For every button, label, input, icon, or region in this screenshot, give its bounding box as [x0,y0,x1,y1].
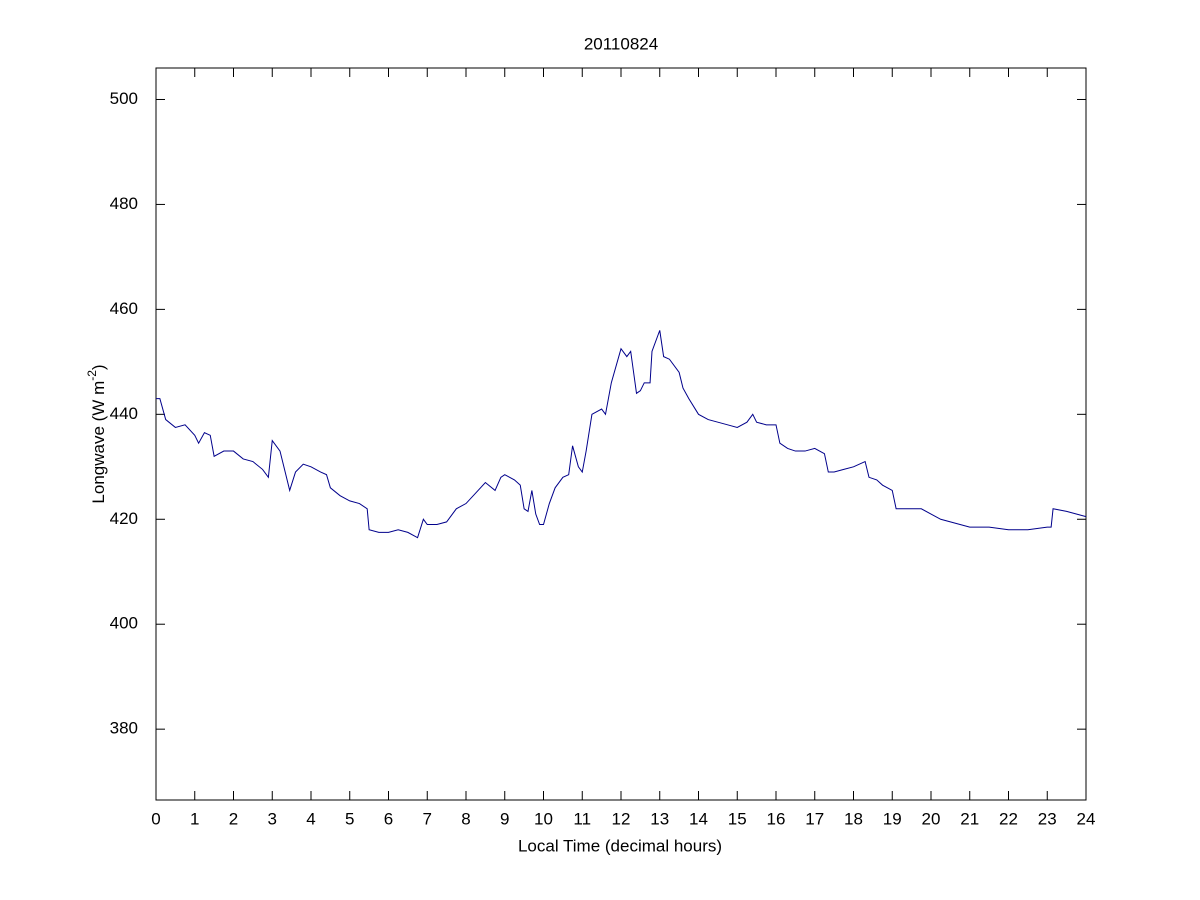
x-tick-label: 1 [190,809,199,828]
x-tick-label: 16 [767,809,786,828]
x-tick-label: 4 [306,809,315,828]
x-tick-label: 15 [728,809,747,828]
x-tick-label: 9 [500,809,509,828]
y-axis-label-text: Longwave (W m [89,381,108,504]
y-tick-label: 420 [110,509,138,528]
data-line [156,330,1087,539]
x-tick-label: 7 [423,809,432,828]
x-axis-label: Local Time (decimal hours) [518,836,722,855]
y-tick-label: 400 [110,614,138,633]
x-tick-label: 0 [151,809,160,828]
x-tick-label: 2 [229,809,238,828]
y-axis-label-end: ) [89,364,108,370]
y-tick-label: 460 [110,299,138,318]
x-tick-label: 8 [461,809,470,828]
chart-title: 20110824 [584,34,658,53]
x-tick-label: 12 [612,809,631,828]
x-tick-label: 20 [922,809,941,828]
x-tick-label: 6 [384,809,393,828]
x-tick-label: 18 [844,809,863,828]
y-tick-label: 500 [110,89,138,108]
x-tick-label: 22 [999,809,1018,828]
x-tick-label: 10 [534,809,553,828]
y-tick-label: 480 [110,194,138,213]
x-tick-label: 19 [883,809,902,828]
y-tick-label: 380 [110,719,138,738]
x-tick-label: 14 [689,809,708,828]
x-tick-label: 17 [805,809,824,828]
x-tick-label: 21 [960,809,979,828]
x-tick-label: 13 [650,809,669,828]
x-tick-label: 5 [345,809,354,828]
x-tick-label: 11 [573,809,591,828]
x-tick-label: 24 [1077,809,1096,828]
x-tick-label: 23 [1038,809,1057,828]
y-axis-label-sup: -2 [85,370,99,381]
x-tick-label: 3 [268,809,277,828]
y-tick-label: 440 [110,404,138,423]
y-axis-label: Longwave (W m-2) [85,364,108,503]
